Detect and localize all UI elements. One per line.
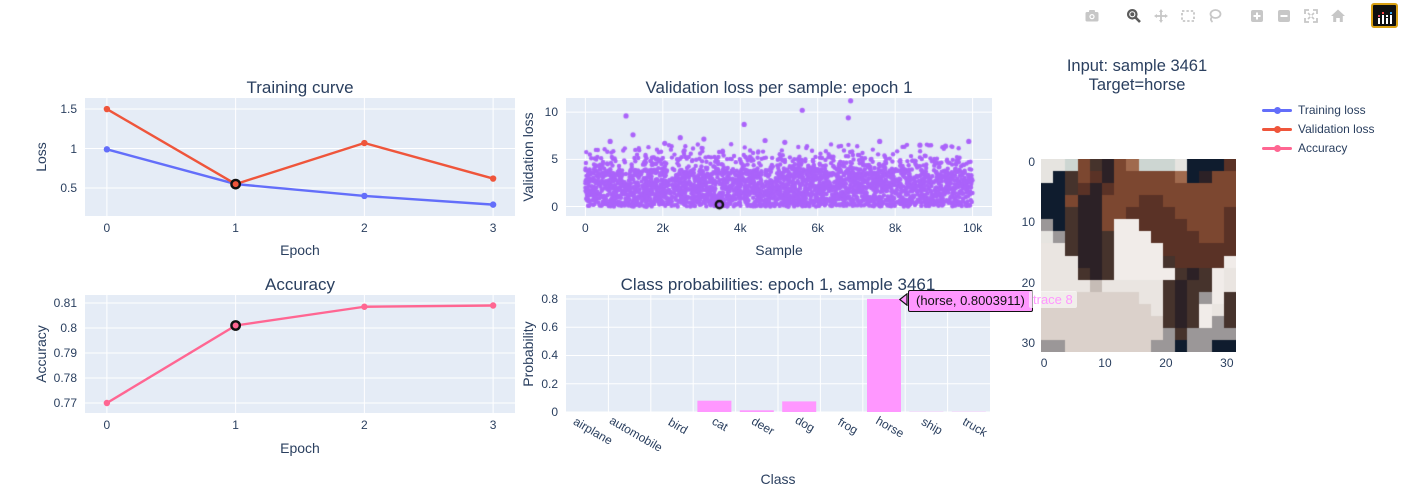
tick-label: 10 [1098,356,1112,370]
legend-item-training-loss[interactable]: Training loss [1262,103,1375,117]
tick-label: 0 [551,199,558,214]
tick-label: 1 [70,141,77,156]
input-image-title: Input: sample 3461 Target=horse [1027,57,1247,95]
bar-category-label: horse [873,413,907,441]
legend-label: Training loss [1298,103,1366,117]
tick-label: 8k [888,221,902,235]
tick-label: 0 [103,221,111,235]
accuracy-xlabel: Epoch [280,440,320,456]
tick-label: 4k [733,221,747,235]
legend-line-marker-icon [1262,122,1292,136]
legend: Training loss Validation loss Accuracy [1262,103,1375,155]
training-xlabel: Epoch [280,242,320,258]
camera-icon[interactable] [1083,7,1101,25]
pan-icon[interactable] [1152,7,1170,25]
tick-label: 6k [811,221,825,235]
bars-plot-svg[interactable] [566,295,990,413]
legend-item-accuracy[interactable]: Accuracy [1262,141,1375,155]
training-plot-area[interactable] [85,98,515,216]
tick-label: 3 [489,418,497,432]
box-select-icon[interactable] [1179,7,1197,25]
tick-label: 2 [361,418,368,432]
tick-label: 0.77 [53,396,77,410]
bar-category-label: automobile [606,413,665,455]
tick-label: 30 [1021,335,1035,350]
plotly-logo-icon[interactable] [1371,3,1398,28]
legend-item-validation-loss[interactable]: Validation loss [1262,122,1375,136]
tick-label: 10k [962,221,983,235]
training-curve-title: Training curve [246,78,354,97]
tick-label: 1 [232,418,239,432]
tick-label: 0.4 [541,348,558,363]
home-icon[interactable] [1329,7,1347,25]
tick-label: 20 [1159,356,1173,370]
tick-label: 30 [1220,356,1234,370]
tick-label: 0.6 [541,320,558,335]
bars-xlabel: Class [760,471,796,487]
tick-label: 0.79 [53,346,77,360]
magnifier-icon[interactable] [1125,7,1143,25]
tick-label: 0.8 [60,321,77,335]
training-plot-svg[interactable] [85,98,515,216]
tick-label: 5 [551,152,558,167]
hover-trace-label: trace 8 [1029,291,1077,308]
tick-label: 0 [551,405,558,419]
tick-label: 0.78 [53,371,77,385]
tick-label: 1.5 [60,102,77,117]
bar-category-label: dog [793,413,818,436]
val-loss-scatter-title: Validation loss per sample: epoch 1 [645,78,913,97]
tick-label: 10 [544,105,558,120]
tick-label: 0 [103,418,111,432]
minus-square-icon[interactable] [1275,7,1293,25]
tick-label: 2 [361,221,368,235]
tick-label: 2k [656,221,670,235]
autoscale-icon[interactable] [1302,7,1320,25]
tick-label: 0.8 [541,291,558,306]
input-image-title-line1: Input: sample 3461 [1066,57,1208,75]
plus-square-icon[interactable] [1248,7,1266,25]
tick-label: 10 [1021,215,1035,230]
bar-category-label: ship [919,414,946,438]
tick-label: 0 [582,221,589,235]
scatter-xlabel: Sample [755,242,803,258]
tick-label: 0 [1028,155,1035,170]
tick-label: 0.81 [53,296,77,310]
input-image-title-line2: Target=horse [1088,76,1186,94]
bar-category-label: airplane [571,414,616,448]
accuracy-plot-area[interactable] [85,295,515,413]
hover-tooltip-caret [899,293,908,306]
hover-tooltip: (horse, 0.8003911) [908,290,1033,312]
scatter-canvas[interactable] [566,98,992,216]
tick-label: 1 [232,221,239,235]
legend-label: Validation loss [1298,122,1375,136]
modebar [1083,3,1398,28]
accuracy-title: Accuracy [265,275,335,294]
legend-line-marker-icon [1262,103,1292,117]
bar-category-label: frog [835,414,861,437]
bar-category-label: cat [709,414,731,435]
tick-label: 20 [1021,275,1035,290]
input-image-canvas[interactable] [1041,159,1236,352]
lasso-icon[interactable] [1206,7,1224,25]
bar-category-label: truck [960,414,990,440]
tick-label: 0.5 [60,181,77,196]
class-probs-title: Class probabilities: epoch 1, sample 346… [620,275,936,294]
bar-category-label: bird [665,414,691,437]
accuracy-plot-svg[interactable] [85,295,515,413]
bar-category-label: deer [748,413,777,438]
tick-label: 3 [489,221,497,235]
legend-label: Accuracy [1298,141,1348,155]
legend-line-marker-icon [1262,141,1292,155]
tick-label: 0 [1040,356,1048,370]
tick-label: 0.2 [541,376,558,391]
